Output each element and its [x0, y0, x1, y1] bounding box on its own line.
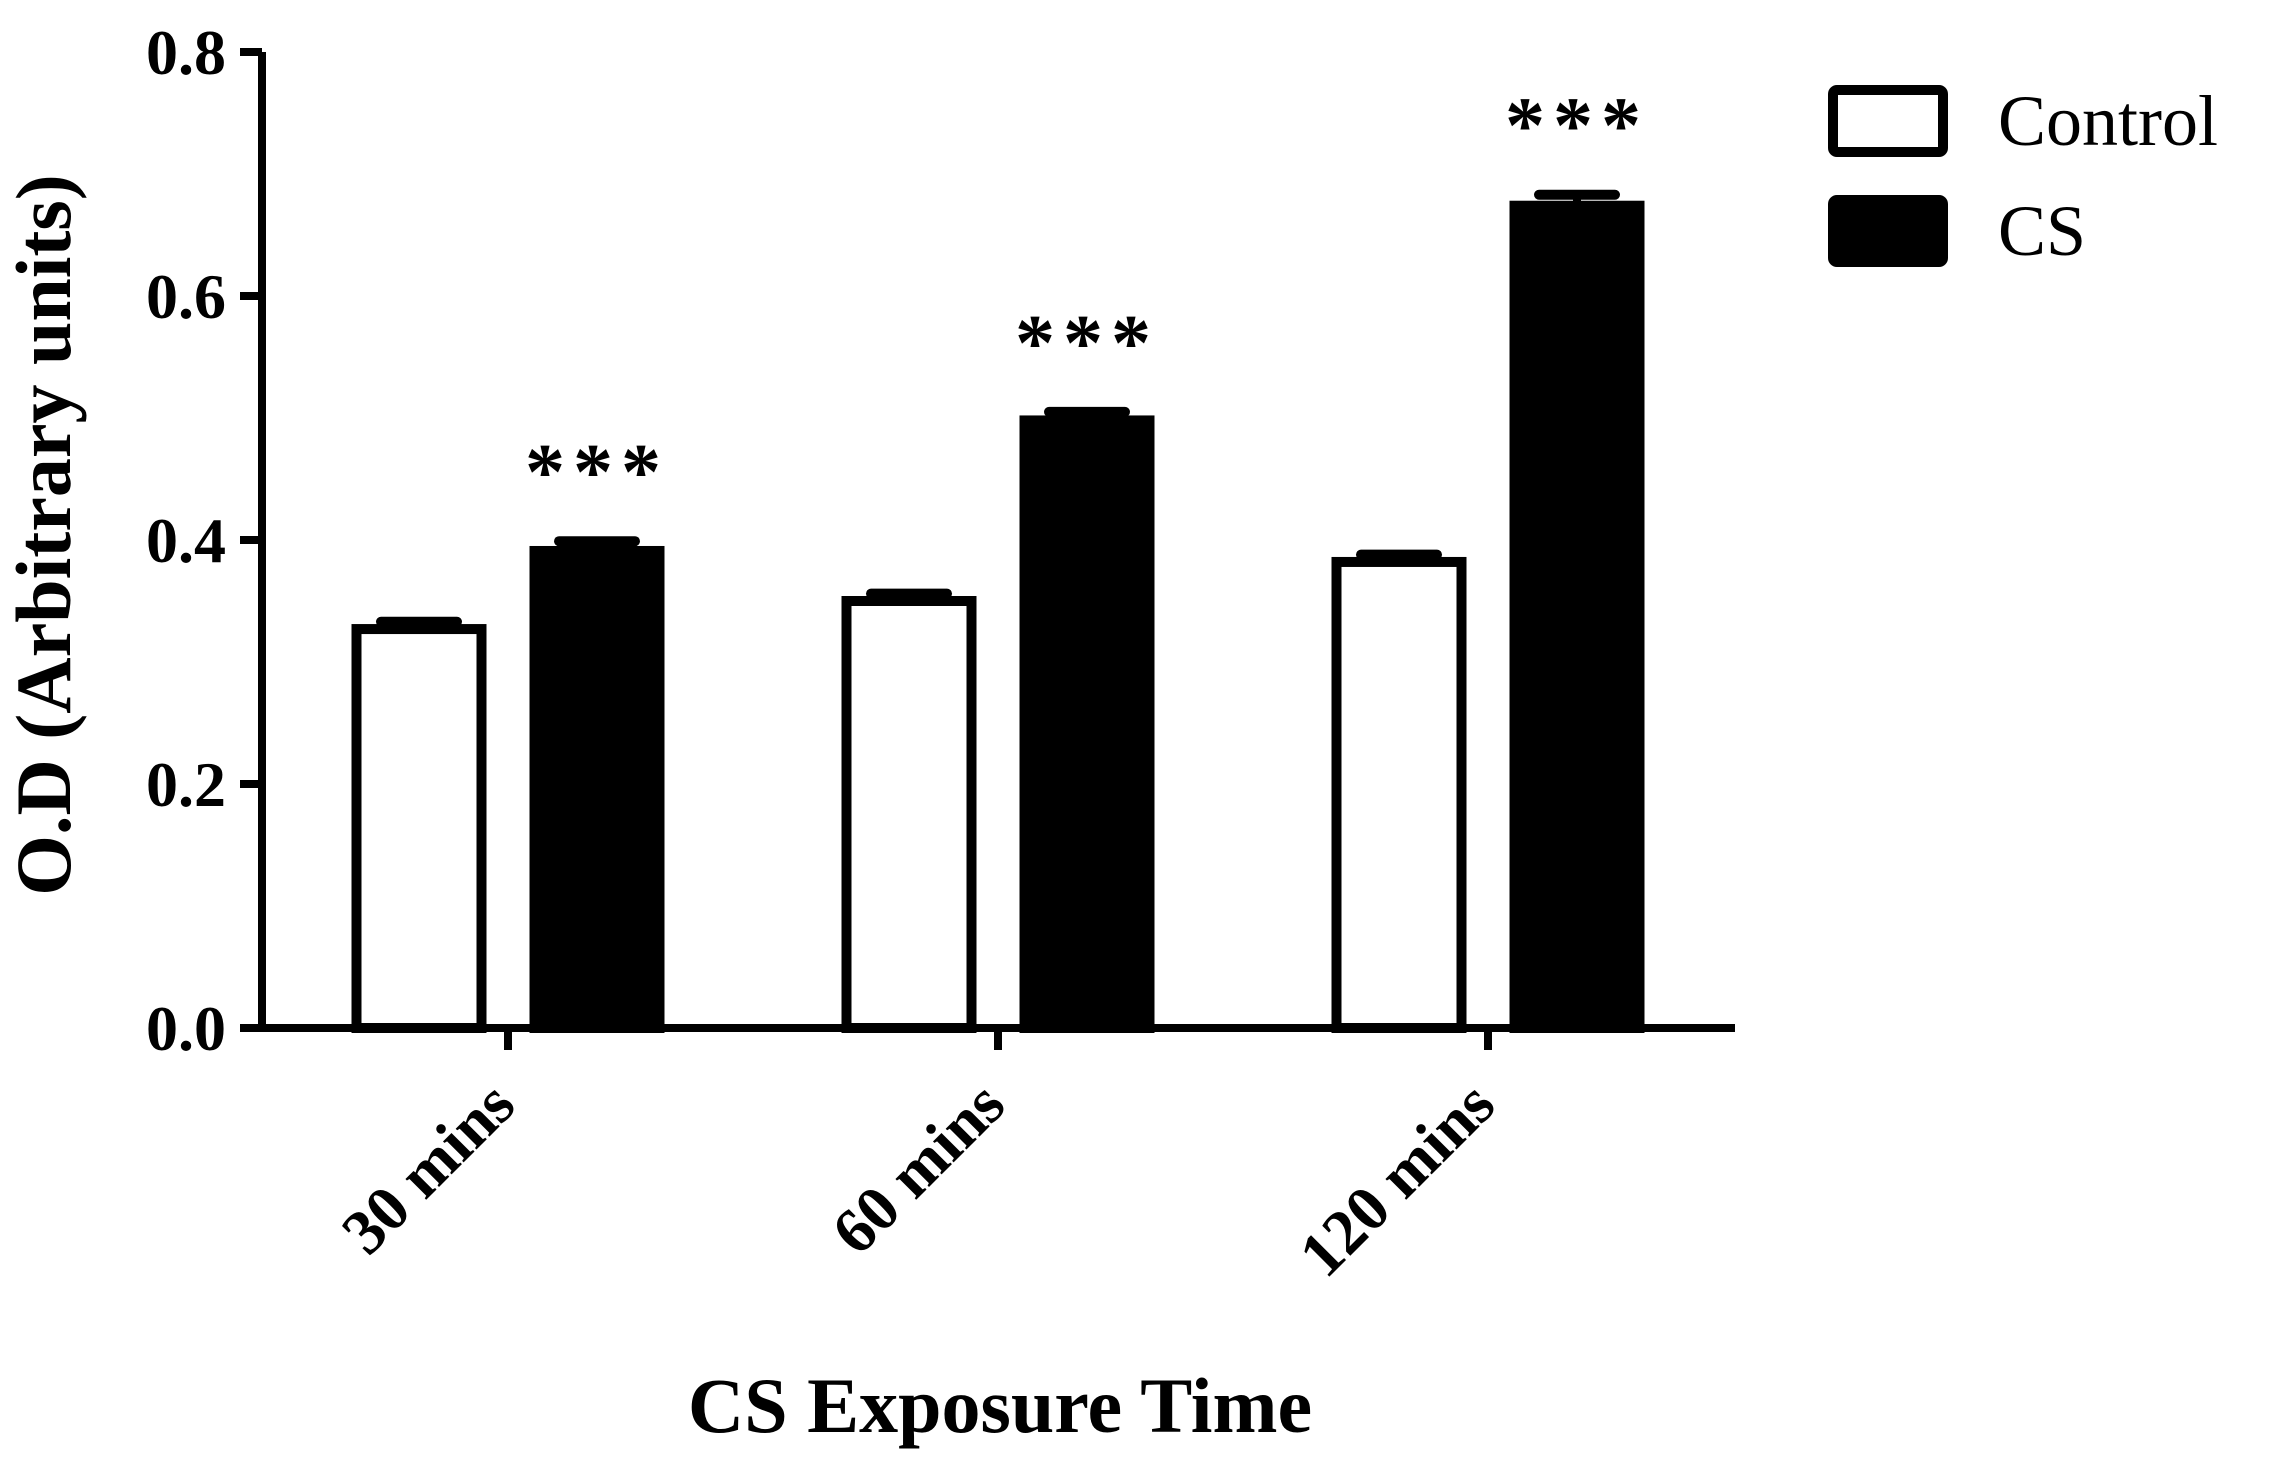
y-tick-label: 0.2: [146, 749, 226, 820]
bar-cs-1: [529, 545, 665, 1033]
legend-label-control: Control: [1998, 81, 2218, 161]
legend-swatch-cs: [1828, 195, 1948, 267]
significance-label: ***: [525, 429, 669, 517]
bars-layer: *** *** ***: [351, 83, 1649, 1034]
bar-cs-2: [1019, 415, 1155, 1033]
significance-label: ***: [1505, 83, 1649, 171]
x-tick-label: 60 mins: [818, 1068, 1018, 1268]
bar-control-3: [1331, 556, 1467, 1034]
bar-control-2: [841, 596, 977, 1033]
bar-control-1: [351, 624, 487, 1033]
significance-label: ***: [1015, 300, 1159, 388]
legend-swatch-control: [1828, 85, 1948, 157]
legend: Control CS: [1828, 81, 2218, 271]
legend-label-cs: CS: [1998, 191, 2086, 271]
y-tick-label: 0.0: [146, 993, 226, 1064]
y-axis-title: O.D (Arbitrary units): [0, 174, 87, 895]
y-tick-label: 0.8: [146, 17, 226, 88]
x-axis-title: CS Exposure Time: [688, 1362, 1312, 1449]
y-tick-label: 0.6: [146, 261, 226, 332]
x-tick-label: 30 mins: [328, 1068, 528, 1268]
y-tick-label: 0.4: [146, 505, 226, 576]
x-tick-label: 120 mins: [1285, 1068, 1507, 1290]
bar-cs-3: [1509, 200, 1645, 1034]
